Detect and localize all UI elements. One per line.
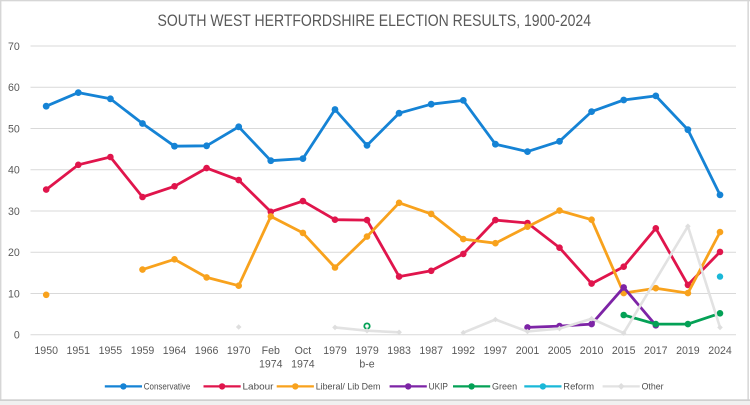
svg-text:1974: 1974 [291, 359, 315, 371]
svg-text:UKIP: UKIP [429, 381, 448, 392]
svg-text:1966: 1966 [195, 345, 219, 357]
svg-text:1979: 1979 [323, 345, 347, 357]
svg-text:1951: 1951 [67, 345, 91, 357]
svg-text:1959: 1959 [131, 345, 155, 357]
svg-text:1950: 1950 [34, 345, 58, 357]
svg-text:1992: 1992 [452, 345, 476, 357]
svg-text:1997: 1997 [484, 345, 508, 357]
svg-text:Labour: Labour [243, 381, 274, 392]
svg-text:50: 50 [8, 123, 20, 135]
svg-text:SOUTH WEST HERTFORDSHIRE ELECT: SOUTH WEST HERTFORDSHIRE ELECTION RESULT… [158, 11, 592, 30]
svg-text:70: 70 [8, 41, 20, 53]
svg-text:2017: 2017 [644, 345, 668, 357]
svg-text:1983: 1983 [387, 345, 411, 357]
svg-text:2024: 2024 [708, 345, 732, 357]
svg-text:b-e: b-e [359, 359, 374, 371]
svg-text:2010: 2010 [580, 345, 604, 357]
svg-text:Reform: Reform [563, 381, 594, 392]
svg-text:20: 20 [8, 247, 20, 259]
svg-text:1987: 1987 [419, 345, 443, 357]
svg-text:Green: Green [492, 381, 517, 392]
svg-text:Feb: Feb [262, 345, 280, 357]
svg-text:2015: 2015 [612, 345, 636, 357]
svg-text:40: 40 [8, 165, 20, 177]
svg-text:Conservative: Conservative [144, 381, 191, 392]
svg-text:1970: 1970 [227, 345, 251, 357]
svg-text:2019: 2019 [676, 345, 700, 357]
svg-text:1955: 1955 [99, 345, 123, 357]
svg-text:2005: 2005 [548, 345, 572, 357]
svg-text:Oct: Oct [295, 345, 312, 357]
svg-text:1964: 1964 [163, 345, 187, 357]
svg-text:Liberal/ Lib Dem: Liberal/ Lib Dem [316, 381, 381, 392]
svg-text:10: 10 [8, 288, 20, 300]
svg-text:60: 60 [8, 82, 20, 94]
svg-text:0: 0 [14, 330, 20, 342]
svg-text:1979: 1979 [355, 345, 379, 357]
svg-text:30: 30 [8, 206, 20, 218]
svg-text:2001: 2001 [516, 345, 540, 357]
svg-text:Other: Other [642, 381, 664, 392]
svg-text:1974: 1974 [259, 359, 283, 371]
